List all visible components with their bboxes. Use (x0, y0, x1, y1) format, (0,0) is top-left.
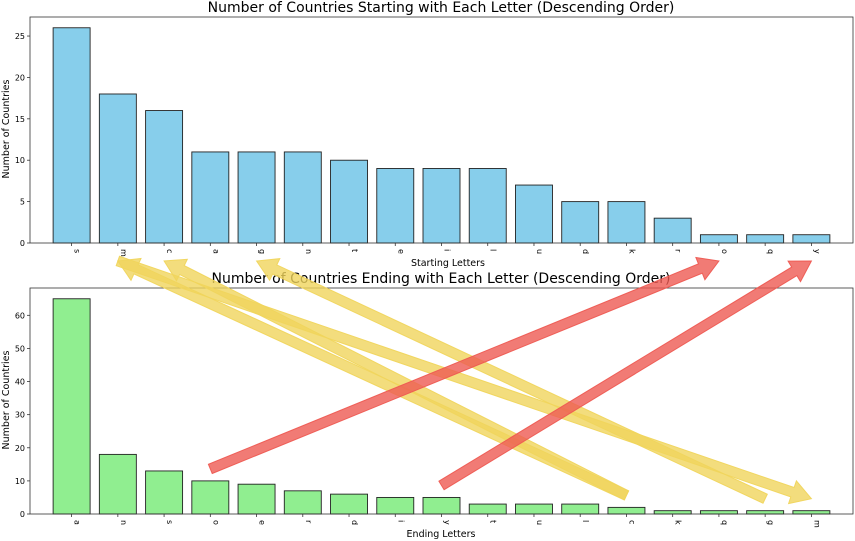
bar-starting-o (699, 234, 738, 244)
bar-starting-d (561, 201, 600, 244)
annotation-arrow-3-icon (255, 258, 768, 504)
y-tick-label-ending-20: 20 (15, 444, 25, 453)
x-tick-label-starting-t: t (350, 249, 359, 252)
y-axis-label-ending: Number of Countries (1, 351, 12, 450)
bar-starting-c (145, 110, 184, 244)
x-tick-label-starting-g: g (258, 249, 267, 254)
x-tick-label-starting-y: y (812, 249, 821, 254)
bar-ending-q (699, 510, 738, 515)
x-tick-label-ending-d: d (350, 520, 359, 525)
x-tick-label-ending-m: m (812, 520, 821, 528)
bar-starting-s (52, 27, 91, 244)
x-tick-label-ending-u: u (535, 520, 544, 525)
bar-ending-a (52, 298, 91, 515)
x-tick-label-ending-t: t (489, 520, 498, 523)
annotation-arrows (115, 255, 813, 505)
x-tick-label-starting-n: n (304, 249, 313, 254)
x-tick-label-ending-y: y (443, 520, 452, 525)
x-tick-label-starting-o: o (720, 249, 729, 254)
x-tick-label-starting-i: i (443, 249, 452, 251)
x-tick-label-ending-c: c (627, 520, 636, 524)
chart-title-starting: Number of Countries Starting with Each L… (208, 0, 675, 16)
y-tick-label-starting-5: 5 (20, 198, 25, 207)
bar-ending-l (561, 503, 600, 515)
bar-starting-u (515, 184, 553, 244)
bar-ending-u (515, 503, 553, 515)
bar-starting-n (283, 151, 322, 244)
bar-starting-t (330, 159, 368, 244)
bar-ending-c (607, 506, 646, 515)
x-axis-label-starting: Starting Letters (411, 258, 485, 269)
x-tick-label-ending-g: g (766, 520, 775, 525)
bar-ending-i (376, 496, 415, 515)
x-tick-label-ending-n: n (119, 520, 128, 525)
bar-starting-i (422, 168, 461, 244)
bar-ending-r (283, 490, 322, 515)
y-tick-label-starting-0: 0 (20, 239, 25, 248)
x-tick-label-starting-c: c (165, 249, 174, 253)
x-tick-label-starting-k: k (627, 249, 636, 254)
x-tick-label-starting-u: u (535, 249, 544, 254)
y-tick-label-starting-25: 25 (15, 32, 25, 41)
x-tick-label-ending-i: i (396, 520, 405, 522)
bar-ending-y (422, 496, 461, 515)
annotation-arrow-4-icon (115, 255, 813, 505)
bar-starting-k (607, 201, 646, 244)
bar-starting-a (191, 151, 230, 244)
y-tick-label-starting-20: 20 (15, 73, 25, 82)
y-tick-label-ending-0: 0 (20, 510, 25, 519)
plot-frame-ending (29, 287, 854, 515)
x-tick-label-ending-a: a (73, 520, 82, 525)
y-tick-label-ending-40: 40 (15, 378, 25, 387)
bar-ending-n (98, 453, 137, 515)
y-tick-label-starting-10: 10 (15, 156, 25, 165)
x-tick-label-ending-l: l (581, 520, 590, 522)
y-tick-label-ending-60: 60 (15, 311, 25, 320)
annotation-arrow-6-icon (438, 260, 813, 491)
x-tick-label-starting-r: r (674, 249, 683, 253)
bar-ending-o (191, 480, 230, 515)
y-tick-label-ending-10: 10 (15, 477, 25, 486)
y-tick-label-ending-50: 50 (15, 344, 25, 353)
bar-ending-g (746, 510, 785, 515)
bar-ending-k (653, 510, 692, 515)
x-tick-label-ending-k: k (674, 520, 683, 525)
x-tick-label-ending-q: q (720, 520, 729, 525)
x-tick-label-ending-r: r (304, 520, 313, 524)
y-axis-label-starting: Number of Countries (1, 80, 12, 179)
bar-starting-y (792, 234, 831, 244)
starting-letters-chart: Number of Countries Starting with Each L… (1, 0, 854, 269)
y-tick-label-ending-30: 30 (15, 411, 25, 420)
bar-starting-e (376, 168, 415, 244)
bar-ending-d (330, 493, 368, 515)
bar-starting-l (468, 168, 507, 244)
bar-ending-s (145, 470, 184, 515)
x-tick-label-starting-q: q (766, 249, 775, 254)
ending-letters-chart: Number of Countries Ending with Each Let… (1, 271, 854, 540)
x-tick-label-ending-o: o (211, 520, 220, 525)
annotation-arrow-5-icon (207, 256, 720, 475)
x-tick-label-starting-d: d (581, 249, 590, 254)
x-tick-label-starting-m: m (119, 249, 128, 257)
bar-starting-m (98, 93, 137, 244)
bar-ending-t (468, 503, 507, 515)
x-tick-label-starting-l: l (489, 249, 498, 251)
x-tick-label-starting-s: s (73, 249, 82, 253)
plot-frame-starting (29, 16, 854, 244)
x-tick-label-starting-a: a (211, 249, 220, 254)
bar-starting-r (653, 217, 692, 244)
bar-starting-q (746, 234, 785, 244)
x-tick-label-ending-e: e (258, 520, 267, 525)
bar-starting-g (237, 151, 276, 244)
x-axis-label-ending: Ending Letters (407, 529, 476, 540)
bar-ending-e (237, 483, 276, 515)
chart-title-ending: Number of Countries Ending with Each Let… (211, 271, 670, 287)
x-tick-label-ending-s: s (165, 520, 174, 524)
x-tick-label-starting-e: e (396, 249, 405, 254)
y-tick-label-starting-15: 15 (15, 115, 25, 124)
bar-ending-m (792, 510, 831, 515)
